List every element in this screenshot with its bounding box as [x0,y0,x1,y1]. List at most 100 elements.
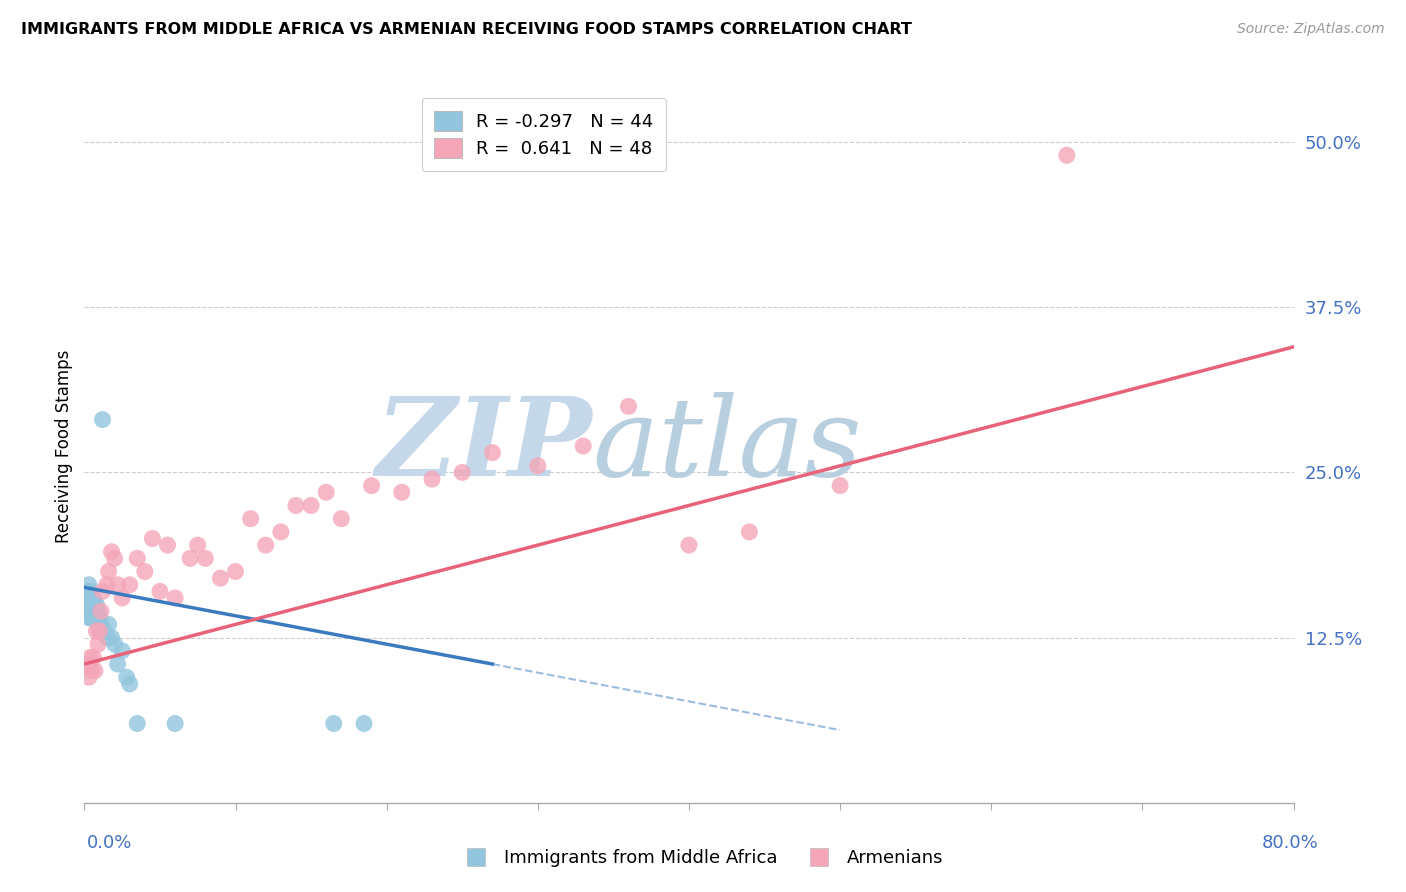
Point [82,650,104,665]
Point [80,664,103,678]
Legend: Immigrants from Middle Africa, Armenians: Immigrants from Middle Africa, Armenians [456,842,950,874]
Point [100,545,122,559]
Point [86,598,108,612]
Point [163,591,186,605]
Point [91,584,114,599]
Point [830,478,852,492]
Point [77,670,100,684]
Point [118,578,141,592]
Point [156,538,179,552]
Point [104,637,127,651]
Point [239,511,262,525]
Point [360,478,382,492]
Point [315,485,337,500]
Point [90,604,112,618]
Point [187,538,209,552]
Point [75,604,97,618]
Point [141,532,163,546]
Text: Source: ZipAtlas.com: Source: ZipAtlas.com [1237,22,1385,37]
Point [76,598,98,612]
Point [84,664,107,678]
Point [80,604,103,618]
Point [79,650,101,665]
Point [86,624,108,638]
Point [82,611,104,625]
Point [96,631,118,645]
Point [79,584,101,599]
Point [127,551,149,566]
Point [115,670,138,684]
Point [89,624,111,638]
Point [75,598,97,612]
Point [111,591,134,605]
Point [82,604,104,618]
Point [90,617,112,632]
Point [353,716,375,731]
Point [420,472,443,486]
Point [100,631,122,645]
Point [76,657,98,671]
Text: ZIP: ZIP [375,392,592,500]
Point [118,677,141,691]
Point [451,466,474,480]
Point [322,716,344,731]
Point [104,551,127,566]
Y-axis label: Receiving Food Stamps: Receiving Food Stamps [55,350,73,542]
Point [82,591,104,605]
Point [738,524,761,539]
Point [89,611,111,625]
Point [107,657,129,671]
Text: 0.0%: 0.0% [87,834,132,852]
Point [87,637,110,651]
Point [481,445,503,459]
Point [76,584,98,599]
Point [526,458,548,473]
Point [80,591,103,605]
Point [572,439,595,453]
Point [111,644,134,658]
Point [77,591,100,605]
Point [284,499,308,513]
Point [84,598,107,612]
Text: 80.0%: 80.0% [1263,834,1319,852]
Point [299,499,322,513]
Point [163,716,186,731]
Point [97,565,120,579]
Point [209,571,232,585]
Point [179,551,201,566]
Point [80,611,103,625]
Point [225,565,247,579]
Point [87,604,110,618]
Point [270,524,292,539]
Point [77,578,100,592]
Point [194,551,217,566]
Point [75,591,97,605]
Point [96,578,118,592]
Point [254,538,277,552]
Text: IMMIGRANTS FROM MIDDLE AFRICA VS ARMENIAN RECEIVING FOOD STAMPS CORRELATION CHAR: IMMIGRANTS FROM MIDDLE AFRICA VS ARMENIA… [21,22,912,37]
Point [82,598,104,612]
Point [149,584,172,599]
Point [76,604,98,618]
Point [678,538,700,552]
Point [87,617,110,632]
Point [127,716,149,731]
Point [76,591,98,605]
Point [617,400,640,414]
Point [93,624,115,638]
Point [330,511,353,525]
Point [97,617,120,632]
Point [107,578,129,592]
Legend: R = -0.297   N = 44, R =  0.641   N = 48: R = -0.297 N = 44, R = 0.641 N = 48 [422,98,666,170]
Point [84,604,107,618]
Point [86,611,108,625]
Text: atlas: atlas [592,392,862,500]
Point [134,565,156,579]
Point [89,624,111,638]
Point [77,611,100,625]
Point [91,412,114,426]
Point [79,604,101,618]
Point [77,598,100,612]
Point [391,485,413,500]
Point [1056,148,1078,162]
